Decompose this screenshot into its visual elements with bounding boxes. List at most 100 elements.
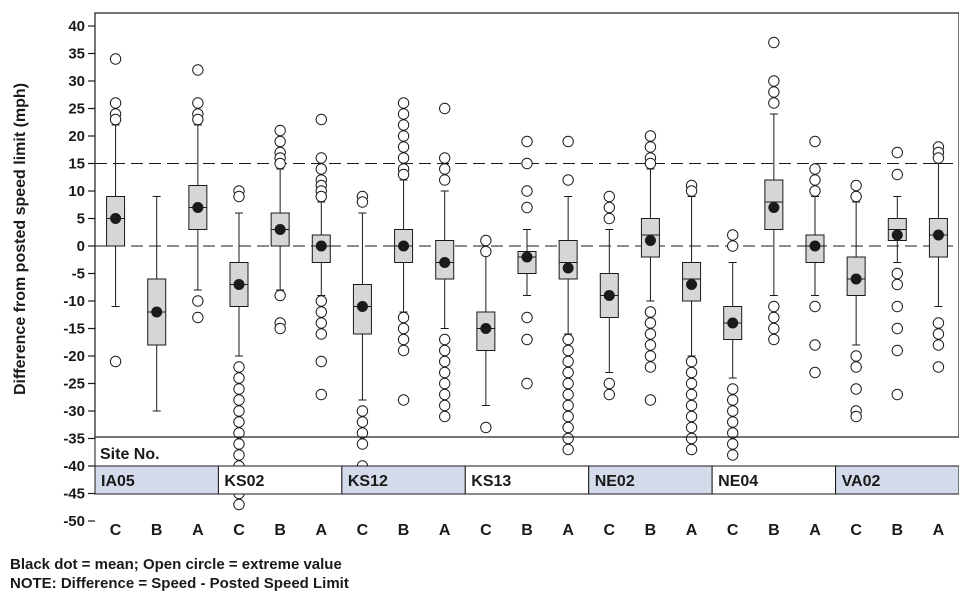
outlier-point <box>315 388 327 401</box>
outlier-point <box>603 388 615 401</box>
mean-point <box>356 301 368 312</box>
outlier-point <box>233 405 245 417</box>
mean-point <box>768 202 780 213</box>
outlier-point <box>480 234 492 247</box>
lane-label: A <box>562 522 574 539</box>
outlier-point <box>932 317 945 329</box>
outlier-point <box>768 36 780 49</box>
lane-label: B <box>892 522 904 539</box>
box-ks02-c <box>229 185 249 511</box>
outlier-point <box>644 339 657 351</box>
box-series <box>106 36 948 511</box>
outlier-point <box>685 366 698 379</box>
outlier-point <box>233 190 245 203</box>
outlier-point <box>891 267 903 280</box>
outlier-point <box>521 157 533 170</box>
site-cell-ks13 <box>464 465 590 495</box>
outlier-point <box>685 388 698 401</box>
box-ne04-b <box>764 36 784 346</box>
outlier-point <box>233 449 245 461</box>
outlier-point <box>439 152 451 164</box>
outlier-point <box>315 328 327 340</box>
lane-label: B <box>768 522 780 539</box>
y-axis-ticks: 40 35 30 25 20 15 10 5 0 -5 -10 -15 -20 -25 -30 -35 -40 -… <box>63 18 95 530</box>
outlier-point <box>768 97 780 109</box>
outlier-point <box>274 322 286 335</box>
outlier-point <box>727 240 739 252</box>
box-ne02-b <box>640 130 660 406</box>
lane-label: A <box>439 522 451 539</box>
outlier-point <box>439 355 451 368</box>
y-tick-label: -30 <box>63 403 85 420</box>
lane-label: C <box>480 522 492 539</box>
lane-label: A <box>933 522 945 539</box>
box-ia05-c <box>106 53 126 478</box>
outlier-point <box>727 438 739 450</box>
outlier-point <box>397 108 410 120</box>
outlier-point <box>932 328 945 340</box>
definition-note: NOTE: Difference = Speed - Posted Speed … <box>10 575 349 592</box>
outlier-point <box>233 372 245 384</box>
mean-point <box>480 323 492 334</box>
lane-label: A <box>316 522 328 539</box>
y-tick-label: 5 <box>77 211 85 228</box>
lane-label: A <box>686 522 698 539</box>
outlier-point <box>356 427 369 439</box>
mean-point <box>233 279 245 290</box>
box-va02-a <box>928 141 948 373</box>
outlier-point <box>932 361 945 373</box>
outlier-point <box>644 306 657 318</box>
outlier-point <box>891 168 903 181</box>
outlier-point <box>397 333 410 346</box>
mean-point <box>315 240 327 252</box>
outlier-point <box>397 130 410 142</box>
site-label-ia05: IA05 <box>101 473 135 490</box>
outlier-point <box>521 311 533 324</box>
outlier-point <box>891 300 903 313</box>
y-tick-label: 10 <box>68 183 85 200</box>
outlier-point <box>439 388 451 401</box>
outlier-point <box>891 278 903 291</box>
outlier-point <box>397 322 410 335</box>
outlier-point <box>850 179 862 192</box>
y-tick-label: -50 <box>63 513 85 530</box>
box-ne04-a <box>805 135 825 379</box>
outlier-point <box>727 416 739 428</box>
box-ks12-c <box>352 190 372 472</box>
site-label-ks02: KS02 <box>224 473 264 490</box>
outlier-point <box>809 300 821 313</box>
outlier-point <box>644 361 657 373</box>
outlier-point <box>315 306 327 318</box>
lane-label: B <box>398 522 410 539</box>
outlier-point <box>439 410 451 423</box>
outlier-point <box>727 394 739 406</box>
lane-label: C <box>604 522 616 539</box>
box-ia05-a <box>188 64 208 324</box>
outlier-point <box>439 377 451 390</box>
outlier-point <box>521 201 533 214</box>
outlier-point <box>685 399 698 412</box>
lane-label: C <box>110 522 122 539</box>
outlier-point <box>562 366 574 379</box>
outlier-point <box>603 377 615 390</box>
outlier-point <box>644 328 657 340</box>
outlier-point <box>192 97 204 109</box>
outlier-point <box>109 53 122 65</box>
mean-point <box>274 224 286 235</box>
outlier-point <box>233 427 245 439</box>
box-ia05-b <box>147 196 167 412</box>
mean-point <box>192 202 204 213</box>
site-header-label: Site No. <box>100 446 160 463</box>
outlier-point <box>644 141 657 153</box>
y-axis-label: Difference from posted speed limit (mph) <box>12 83 29 395</box>
outlier-point <box>685 443 698 456</box>
y-tick-label: 40 <box>68 18 85 35</box>
site-label-ks12: KS12 <box>348 473 388 490</box>
outlier-point <box>685 432 698 445</box>
box-ks13-b <box>517 135 537 390</box>
outlier-point <box>233 498 245 511</box>
outlier-point <box>562 388 574 401</box>
outlier-point <box>192 64 204 76</box>
y-tick-label: -10 <box>63 293 85 310</box>
